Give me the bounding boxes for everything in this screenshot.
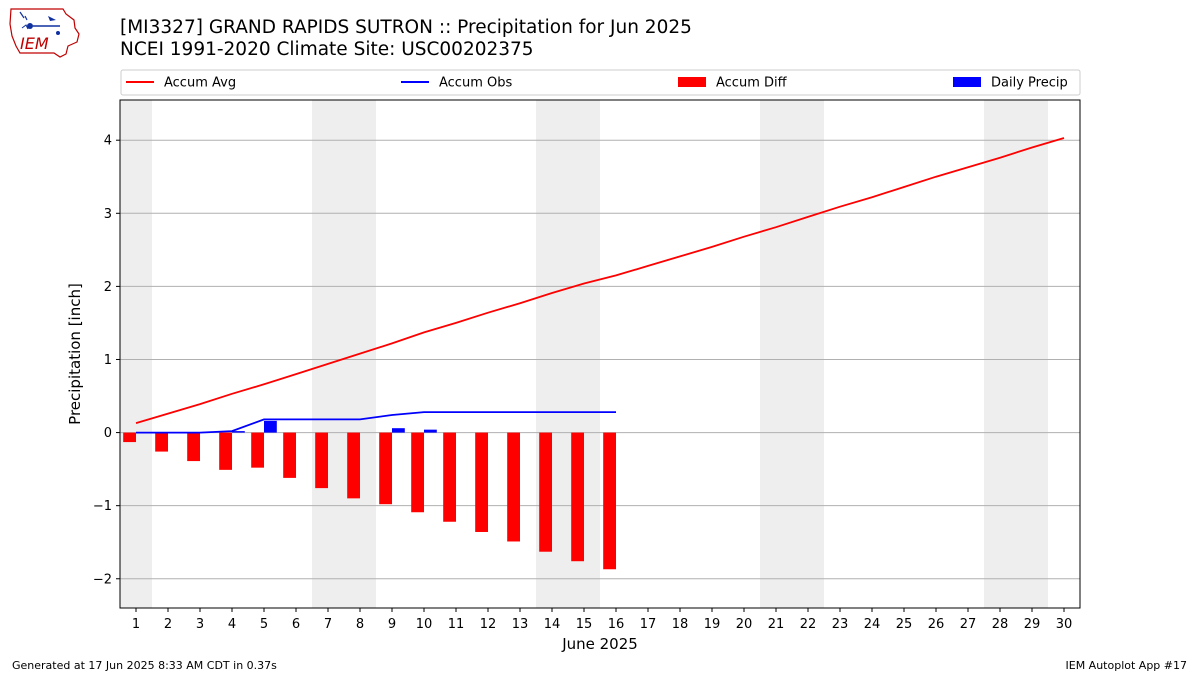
accum-diff-bar <box>347 432 360 499</box>
y-tick-label: 4 <box>104 134 112 149</box>
x-tick-label: 1 <box>132 617 140 632</box>
x-tick-label: 11 <box>448 617 465 632</box>
title-line-1: [MI3327] GRAND RAPIDS SUTRON :: Precipit… <box>120 17 692 38</box>
x-tick-label: 5 <box>260 617 268 632</box>
x-tick-label: 3 <box>196 617 204 632</box>
y-axis-label: Precipitation [inch] <box>66 283 84 425</box>
x-tick-label: 21 <box>768 617 785 632</box>
x-tick-label: 7 <box>324 617 332 632</box>
accum-diff-bar <box>315 432 328 489</box>
legend-box <box>120 69 1081 96</box>
x-tick-label: 29 <box>1024 617 1041 632</box>
x-tick-label: 19 <box>704 617 721 632</box>
accum-diff-bar <box>475 432 488 532</box>
legend-accum-diff-label: Accum Diff <box>716 76 788 91</box>
x-tick-label: 30 <box>1056 617 1073 632</box>
generated-note: Generated at 17 Jun 2025 8:33 AM CDT in … <box>12 659 277 672</box>
x-tick-label: 8 <box>356 617 364 632</box>
grid-lines <box>120 139 1080 580</box>
weekend-band <box>120 100 152 608</box>
x-tick-label: 12 <box>480 617 497 632</box>
x-tick-label: 25 <box>896 617 913 632</box>
x-tick-label: 6 <box>292 617 300 632</box>
app-note: IEM Autoplot App #17 <box>1065 659 1188 672</box>
accum-diff-bar <box>603 432 616 570</box>
accum-diff-bar <box>219 432 232 470</box>
legend-daily-precip-swatch <box>953 77 981 87</box>
iem-logo: IEM <box>8 6 82 62</box>
legend-accum-avg-label: Accum Avg <box>164 76 236 91</box>
accum-diff-bar <box>571 432 584 562</box>
weekend-band <box>312 100 376 608</box>
plot-frame <box>119 99 1081 609</box>
y-tick-label: 2 <box>104 280 112 295</box>
accum-diff-bar <box>123 432 136 443</box>
x-tick-label: 24 <box>864 617 881 632</box>
x-tick-label: 18 <box>672 617 689 632</box>
accum-diff-bar <box>443 432 456 522</box>
accum-diff-bar <box>283 432 296 478</box>
x-tick-label: 27 <box>960 617 977 632</box>
weekend-band <box>984 100 1048 608</box>
daily-precip-bar <box>392 428 405 433</box>
x-tick-label: 2 <box>164 617 172 632</box>
accum-avg-line <box>135 137 1065 424</box>
y-tick-label: 0 <box>104 426 112 441</box>
chart-marks <box>123 137 1065 570</box>
daily-precip-bar <box>424 429 437 433</box>
accum-diff-bar <box>539 432 552 552</box>
x-tick-label: 15 <box>576 617 593 632</box>
x-tick-label: 16 <box>608 617 625 632</box>
legend-daily-precip-label: Daily Precip <box>991 76 1068 91</box>
x-tick-label: 28 <box>992 617 1009 632</box>
accum-diff-bar <box>379 432 392 505</box>
legend-accum-diff-swatch <box>678 77 706 87</box>
y-tick-label: 1 <box>104 353 112 368</box>
x-tick-label: 23 <box>832 617 849 632</box>
x-tick-label: 9 <box>388 617 396 632</box>
chart-title: [MI3327] GRAND RAPIDS SUTRON :: Precipit… <box>120 17 692 61</box>
x-tick-label: 20 <box>736 617 753 632</box>
x-tick-label: 14 <box>544 617 561 632</box>
title-line-2: NCEI 1991-2020 Climate Site: USC00202375 <box>120 39 534 60</box>
y-tick-label: −2 <box>93 572 112 587</box>
accum-diff-bar <box>411 432 424 513</box>
logo-text: IEM <box>20 34 49 53</box>
accum-diff-bar <box>155 432 168 452</box>
x-tick-label: 4 <box>228 617 236 632</box>
y-tick-label: −1 <box>93 499 112 514</box>
accum-diff-bar <box>187 432 200 462</box>
x-axis-label: June 2025 <box>561 635 638 653</box>
x-tick-label: 13 <box>512 617 529 632</box>
legend: Accum Avg Accum Obs Accum Diff Daily Precip <box>120 69 1081 96</box>
x-tick-label: 22 <box>800 617 817 632</box>
x-tick-label: 26 <box>928 617 945 632</box>
daily-precip-bar <box>264 420 277 433</box>
accum-diff-bar <box>251 432 264 468</box>
weekend-band <box>760 100 824 608</box>
daily-precip-bar <box>232 431 245 433</box>
x-tick-label: 10 <box>416 617 433 632</box>
y-tick-label: 3 <box>104 207 112 222</box>
plot-background <box>120 100 1048 608</box>
legend-accum-obs-label: Accum Obs <box>439 76 512 91</box>
accum-diff-bar <box>507 432 520 542</box>
x-tick-label: 17 <box>640 617 657 632</box>
accum-obs-line <box>136 411 616 434</box>
